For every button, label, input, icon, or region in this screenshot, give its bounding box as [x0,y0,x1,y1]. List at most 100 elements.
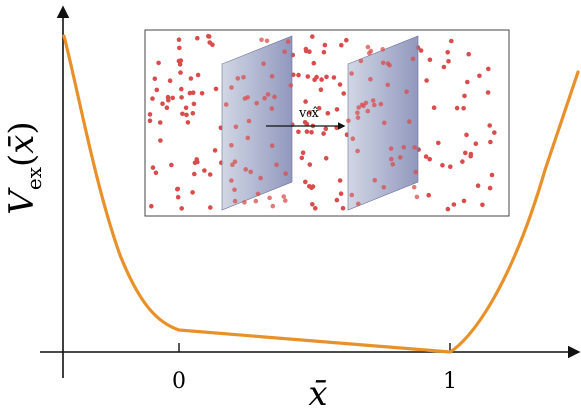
particle [463,150,468,156]
particle [232,198,238,204]
particle [303,179,308,185]
particle [285,39,291,44]
particle [446,59,451,64]
particle [323,126,329,131]
particle [385,82,391,88]
particle [178,70,183,75]
particle [165,94,171,100]
particle [253,198,259,204]
particle [445,206,451,212]
particle [175,187,180,192]
particle [150,165,156,170]
particle [334,197,340,203]
particle [448,164,453,169]
particle [302,120,308,125]
velocity-label: v₀x̂ [298,106,320,121]
particle [404,89,409,94]
particle [312,77,317,82]
particle [319,77,324,82]
particle [167,78,173,83]
particle [355,148,360,154]
particle [259,37,264,43]
particle [190,190,195,195]
particle [356,201,361,207]
particle [413,169,419,175]
particle [423,154,429,159]
particle [199,91,205,96]
particle [304,129,310,134]
particle [311,60,317,66]
particle [424,78,429,83]
inset-frame [144,29,510,217]
particle [475,183,481,188]
particle [359,102,365,108]
particle [418,48,424,53]
particle [445,50,451,55]
particle [191,101,197,107]
particle [331,75,337,80]
particle [368,76,373,82]
particle [248,169,253,175]
particle [488,139,493,145]
particle [466,51,472,57]
particle [179,86,184,92]
y-label-open-paren: ( [2,154,42,167]
particle [190,111,196,116]
particle [372,102,377,108]
particle [398,155,403,160]
particle [307,162,313,167]
particle [300,150,306,155]
particle [382,120,387,126]
particle [207,40,212,45]
particle [184,112,189,118]
particle [407,119,412,124]
particle [160,101,165,106]
particle [283,171,289,176]
particle [381,185,387,190]
particle [175,194,181,200]
particle [460,159,465,164]
particle [270,203,276,209]
particle [235,76,241,81]
particle [242,200,247,205]
particle [288,83,294,88]
particle [431,105,437,110]
particle [307,110,312,115]
particle [349,192,355,198]
particle [411,184,417,190]
particle [486,66,491,72]
particle [390,162,396,167]
particle [176,58,182,64]
particle [258,175,263,181]
particle [441,64,447,70]
particle [321,49,327,55]
particle [337,82,343,87]
particle [355,110,360,116]
particle [185,120,191,125]
particle [363,100,369,106]
particle [322,42,328,48]
particle [170,95,175,101]
particle [316,105,322,111]
particle [229,178,234,183]
particle [436,140,441,146]
particle [229,143,234,148]
particle [380,47,386,52]
particle [461,106,466,111]
particle [195,35,200,41]
tick-label-1: 1 [443,369,457,394]
particle [341,91,347,96]
svg-text:Vex(x̄): Vex(x̄) [2,121,46,214]
particle [309,130,314,135]
particle [380,60,386,66]
particle [367,51,372,56]
particle [261,61,266,66]
particle [372,178,378,183]
particle [321,131,326,136]
particle [232,159,238,164]
particle [255,191,261,197]
particle [339,42,344,48]
particle [325,111,331,116]
particle [281,194,287,199]
